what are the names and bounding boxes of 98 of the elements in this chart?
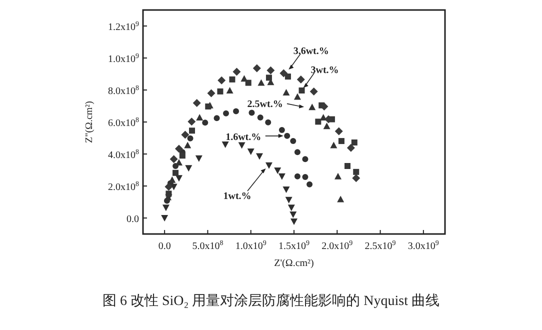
point xyxy=(265,119,272,126)
point xyxy=(308,104,316,110)
point xyxy=(284,74,291,80)
point xyxy=(352,174,360,182)
point xyxy=(202,120,208,126)
point xyxy=(162,204,170,212)
point xyxy=(302,174,308,180)
y-tick-label: 8.0x10$^{8}$ xyxy=(108,84,140,97)
point xyxy=(280,69,288,78)
x-axis-title: Z'(Ω.cm²) xyxy=(274,258,314,269)
point xyxy=(353,168,360,175)
point xyxy=(188,118,196,126)
point xyxy=(294,93,301,100)
point xyxy=(181,130,190,139)
point xyxy=(310,87,318,96)
annotation: 1.6wt.% xyxy=(226,132,262,143)
point xyxy=(174,144,183,153)
point xyxy=(294,173,300,180)
point xyxy=(278,173,286,180)
point xyxy=(285,196,292,204)
x-tick-label: 1.0x10$^{9}$ xyxy=(235,239,267,252)
y-tick-label: 1.0x10$^{9}$ xyxy=(108,52,140,65)
point xyxy=(229,76,236,82)
point xyxy=(302,156,308,162)
point xyxy=(214,115,220,122)
point xyxy=(315,118,322,125)
point xyxy=(282,186,290,194)
y-axis-title: Z"(Ω.cm²) xyxy=(84,101,95,143)
annotation: 3.6wt.% xyxy=(293,46,329,57)
point xyxy=(290,138,296,144)
caption: 图 6 改性 SiO₂ 用量对涂层防腐性能影响的 Nyquist 曲线 xyxy=(102,293,440,309)
point xyxy=(192,98,201,107)
point xyxy=(222,142,229,148)
x-tick-label: 2.0x10$^{9}$ xyxy=(322,239,354,252)
y-tick-label: 1.2x10$^{9}$ xyxy=(108,20,140,33)
point xyxy=(175,175,182,182)
point xyxy=(266,74,272,81)
y-tick-label: 4.0x10$^{8}$ xyxy=(108,148,140,161)
x-tick-label: 5.0x10$^{8}$ xyxy=(192,239,224,252)
point xyxy=(298,87,305,94)
point xyxy=(187,135,194,142)
point xyxy=(294,149,300,156)
point xyxy=(290,218,298,226)
annotation: 1wt.% xyxy=(223,191,252,202)
point xyxy=(170,155,178,164)
point xyxy=(290,211,297,218)
point xyxy=(247,148,254,155)
point xyxy=(266,66,275,74)
annotation: 2.5wt.% xyxy=(247,99,283,110)
point xyxy=(351,139,358,146)
annotation: 3wt.% xyxy=(310,65,339,76)
point xyxy=(330,142,338,148)
point xyxy=(226,86,234,94)
point xyxy=(288,204,295,212)
point xyxy=(185,165,192,172)
point xyxy=(166,190,172,197)
point xyxy=(296,75,305,84)
x-tick-label: 0.0 xyxy=(158,241,171,252)
point xyxy=(257,114,264,121)
y-tick-label: 2.0x10$^{8}$ xyxy=(108,180,140,193)
point xyxy=(337,196,344,202)
point xyxy=(172,170,179,176)
point xyxy=(306,181,313,188)
point xyxy=(274,167,282,174)
point xyxy=(223,110,230,116)
point xyxy=(189,128,196,134)
point xyxy=(334,127,343,136)
point xyxy=(346,144,355,152)
point xyxy=(218,76,226,84)
point xyxy=(207,89,216,98)
point xyxy=(252,64,261,72)
point xyxy=(344,163,350,169)
point xyxy=(258,79,265,86)
point xyxy=(278,127,285,133)
point xyxy=(334,172,342,180)
point xyxy=(282,89,290,96)
point xyxy=(195,155,202,162)
point xyxy=(233,108,240,114)
point xyxy=(179,152,186,159)
point xyxy=(184,142,192,148)
point xyxy=(256,153,263,160)
y-tick-label: 0.0 xyxy=(126,214,139,225)
point xyxy=(338,138,344,144)
point xyxy=(164,182,173,191)
point xyxy=(196,114,204,121)
point xyxy=(161,215,168,222)
x-tick-label: 1.5x10$^{9}$ xyxy=(278,239,310,252)
point xyxy=(284,132,290,139)
point xyxy=(245,80,252,86)
point xyxy=(323,122,330,130)
y-tick-label: 6.0x10$^{8}$ xyxy=(108,116,140,129)
x-tick-label: 2.5x10$^{9}$ xyxy=(364,239,396,252)
x-tick-label: 3.0x10$^{9}$ xyxy=(408,239,440,252)
point xyxy=(238,142,246,149)
point xyxy=(265,162,272,169)
point xyxy=(232,68,241,76)
point xyxy=(217,88,224,94)
point xyxy=(248,110,255,116)
